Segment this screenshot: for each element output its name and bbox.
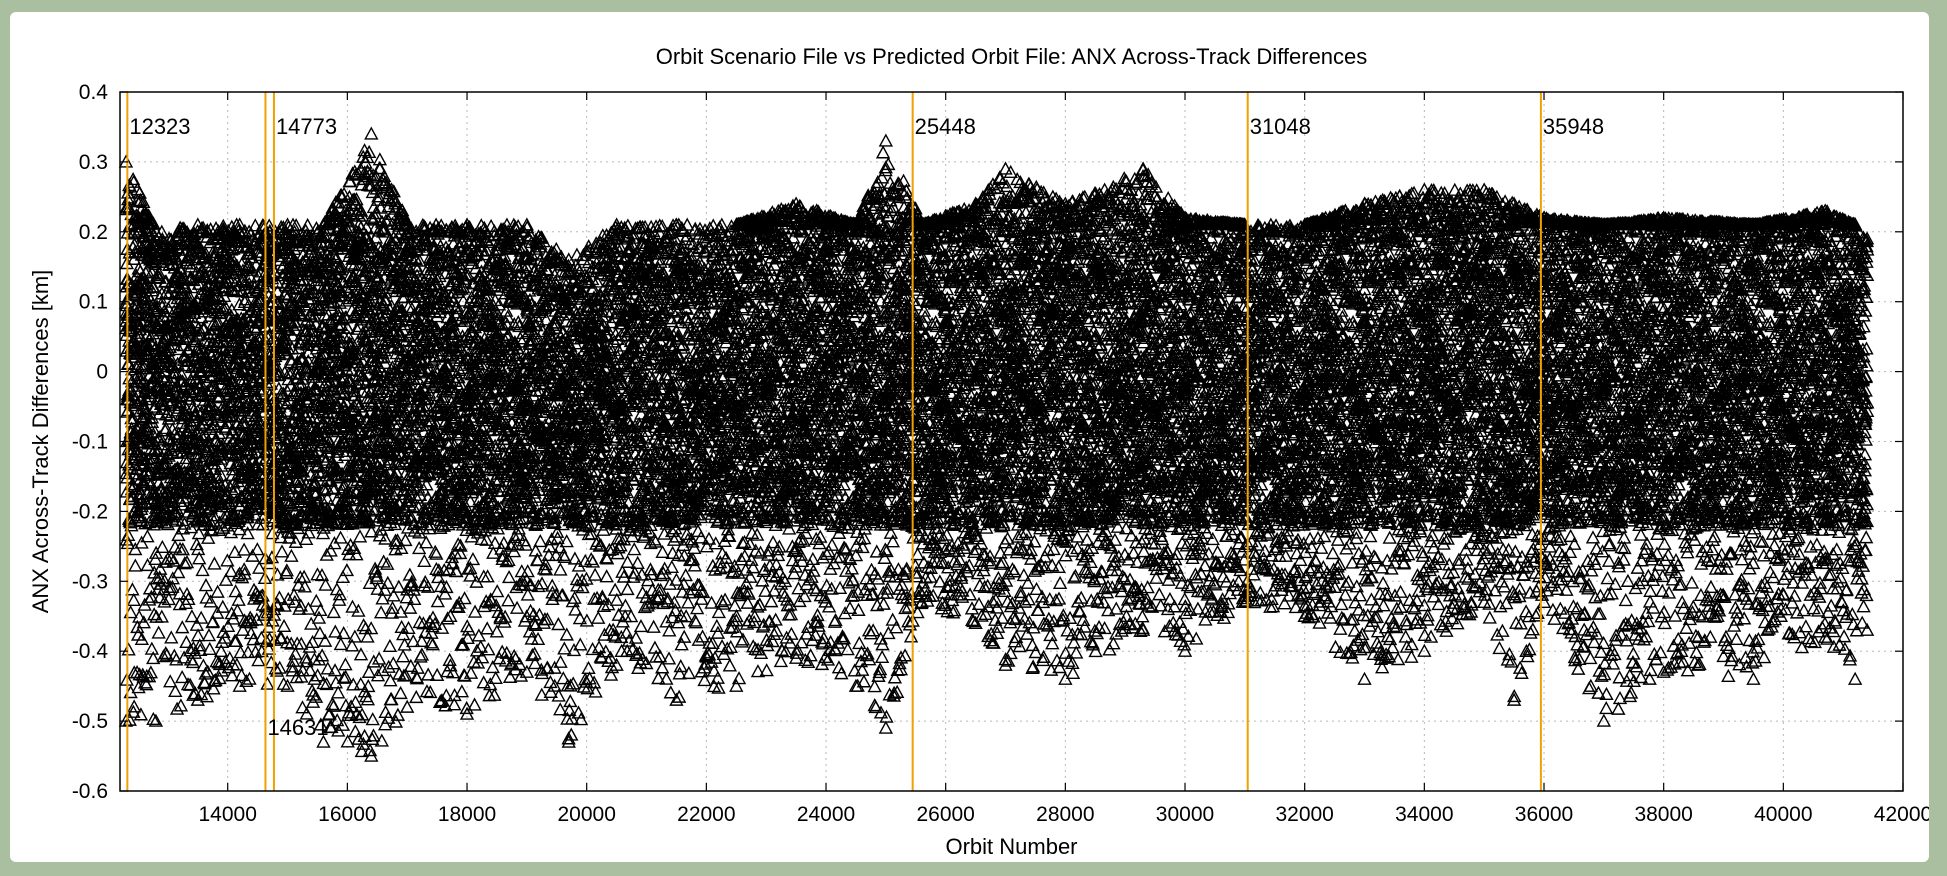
data-point (168, 251, 183, 265)
data-point (127, 333, 142, 347)
data-point (147, 424, 163, 438)
data-point (166, 304, 182, 318)
data-point (152, 242, 168, 257)
data-point (126, 478, 142, 493)
data-point (162, 339, 177, 353)
data-point (125, 410, 141, 425)
data-point (167, 248, 183, 262)
data-point (164, 494, 180, 508)
chart-panel: 14000 16000 18000 20000 22000 24000 26000 28000… (10, 12, 1929, 862)
data-point (129, 442, 145, 456)
data-point (128, 244, 143, 258)
data-point (130, 447, 145, 461)
data-point (169, 500, 184, 514)
data-point (125, 414, 140, 428)
data-point (158, 420, 174, 435)
data-point (139, 421, 154, 435)
data-point (136, 475, 152, 489)
data-point (146, 279, 161, 293)
data-point (150, 496, 165, 510)
data-point (135, 396, 151, 410)
data-point (144, 414, 160, 429)
data-point (148, 346, 164, 360)
data-point (168, 505, 184, 519)
data-point (167, 366, 182, 380)
data-points (118, 126, 1875, 762)
data-point (166, 439, 181, 453)
data-point (118, 295, 134, 309)
data-point (165, 511, 180, 525)
data-point (141, 338, 156, 352)
data-point (127, 251, 142, 265)
data-point (134, 499, 150, 513)
data-point (160, 316, 176, 330)
data-point (140, 327, 155, 341)
scatter-chart: 14000 16000 18000 20000 22000 24000 26000 28000… (28, 44, 1929, 859)
data-point (151, 266, 167, 280)
data-point (135, 408, 151, 423)
data-point (157, 331, 172, 345)
data-point (157, 457, 172, 471)
data-point (154, 286, 170, 300)
data-point (166, 359, 181, 374)
data-point (161, 301, 176, 315)
data-point (165, 294, 180, 308)
data-point (152, 406, 167, 420)
data-point (151, 269, 166, 284)
data-point (124, 362, 140, 376)
data-point (168, 507, 184, 521)
data-point (138, 402, 153, 416)
data-point (127, 466, 143, 480)
data-point (152, 270, 167, 284)
data-point (165, 445, 180, 459)
